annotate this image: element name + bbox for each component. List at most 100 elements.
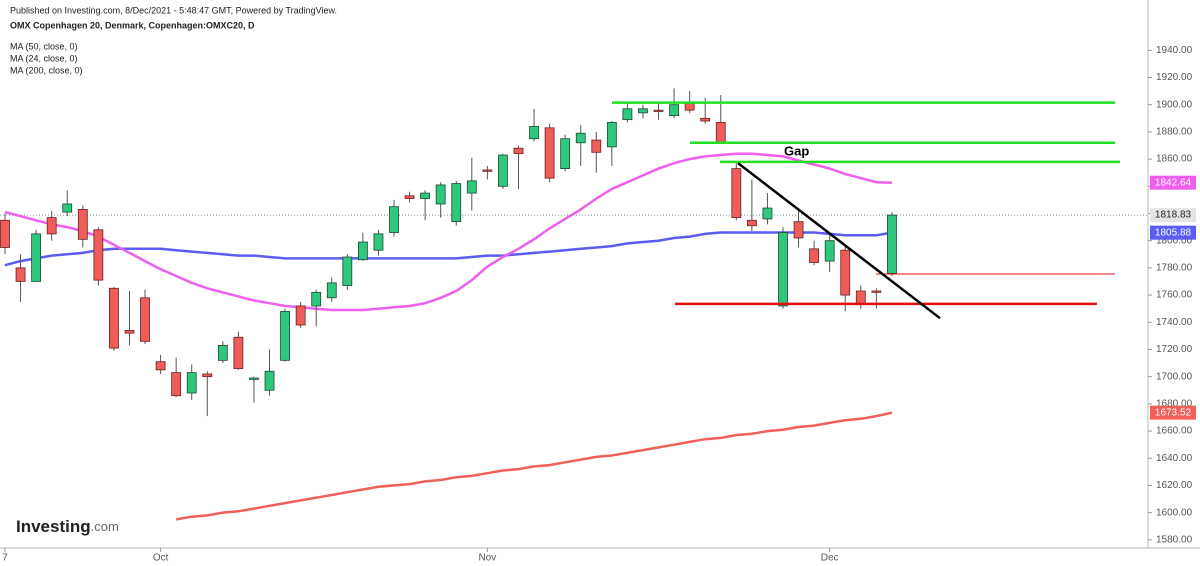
candle-body [482,169,493,172]
y-tick-label: 1780.00 [1156,263,1193,274]
candle-body [280,310,290,361]
y-tick-label: 1760.00 [1156,290,1193,301]
candle-body [326,282,337,299]
source-note: Published on Investing.com, 8/Dec/2021 -… [10,5,337,15]
candle-body [575,132,586,144]
candle-body [420,192,431,199]
candle-body [700,117,711,122]
x-tick-label: Dec [821,553,839,564]
y-tick-label: 1660.00 [1156,426,1193,437]
candle-body [824,240,835,262]
candle-body [762,207,773,220]
candle-body [77,209,88,240]
candle-body [778,232,788,307]
candle-body [684,102,695,111]
candle-body [840,249,851,296]
candle-body [746,219,757,227]
logo-suffix: .com [91,519,119,534]
y-tick-label: 1600.00 [1156,507,1193,518]
candle-body [793,221,804,239]
candle-body [591,139,602,153]
price-tag [1150,405,1196,420]
y-tick-label: 1700.00 [1156,371,1193,382]
price-tag-label: 1805.88 [1155,227,1192,238]
chart-title: OMX Copenhagen 20, Denmark, Copenhagen:O… [10,20,255,30]
y-tick-label: 1920.00 [1156,72,1193,83]
candle-body [155,361,166,371]
candle-body [186,372,197,394]
candle-body [295,305,306,326]
candle-body [653,109,664,112]
gap-label: Gap [784,143,809,158]
candle-body [606,121,617,148]
candle-body [311,291,322,307]
x-tick-label: Oct [153,553,169,564]
price-tag-label: 1842.64 [1155,177,1192,188]
candle-body [171,372,182,397]
ma-line [4,231,893,267]
y-tick-label: 1800.00 [1156,235,1193,246]
x-tick-label: 7 [2,553,8,564]
candle-body [342,256,353,286]
logo-name: Investing [16,517,91,536]
ma-line [4,152,892,312]
candle-body [731,168,742,218]
y-tick-label: 1880.00 [1156,127,1193,138]
legend-entry: MA (24, close, 0) [10,53,78,63]
y-tick-label: 1720.00 [1156,344,1193,355]
candle-body [124,330,135,334]
y-tick-label: 1680.00 [1156,399,1193,410]
logo: Investing.com [16,517,119,536]
candle-body [544,127,555,179]
candle-body [217,344,228,361]
candle-body [357,241,368,261]
candle-body [93,229,104,281]
candle-body [202,373,213,378]
legend-entry: MA (200, close, 0) [10,65,83,75]
candle-body [887,214,897,274]
y-tick-label: 1640.00 [1156,453,1193,464]
ma-line [175,411,893,521]
price-tag [1150,225,1196,240]
price-tag [1150,175,1196,190]
price-tag-label: 1818.83 [1155,210,1192,221]
candle-body [389,206,399,233]
candle-body [373,233,384,251]
candle-body [404,195,415,199]
y-tick-label: 1580.00 [1156,534,1193,545]
y-tick-label: 1620.00 [1156,480,1193,491]
candle-body [233,336,244,369]
candle-body [466,180,477,194]
candle-body [669,104,679,116]
y-tick-label: 1740.00 [1156,317,1193,328]
legend-entry: MA (50, close, 0) [10,41,78,51]
candle-body [62,203,73,213]
x-tick-label: Nov [478,553,496,564]
candle-body [0,219,10,248]
price-tag-label: 1673.52 [1155,407,1192,418]
candle-body [529,126,539,140]
y-tick-label: 1940.00 [1156,45,1193,56]
candle-body [855,290,866,305]
candle-body [435,184,446,205]
candle-body [715,121,726,144]
candle-body [46,217,57,235]
candle-body [498,154,508,187]
candle-body [638,108,648,114]
plot: Gap [0,49,1152,552]
candle-body [871,290,882,293]
price-tag [1150,208,1196,223]
candle-body [513,147,524,155]
y-tick-label: 1860.00 [1156,154,1193,165]
candle-body [140,297,150,342]
candle-body [109,287,119,349]
trend-line [737,162,941,320]
candle-body [249,377,259,380]
y-tick-label: 1900.00 [1156,99,1193,110]
candle-body [31,233,42,282]
candle-body [15,267,26,282]
candle-body [809,248,820,263]
candle-body [560,138,571,170]
